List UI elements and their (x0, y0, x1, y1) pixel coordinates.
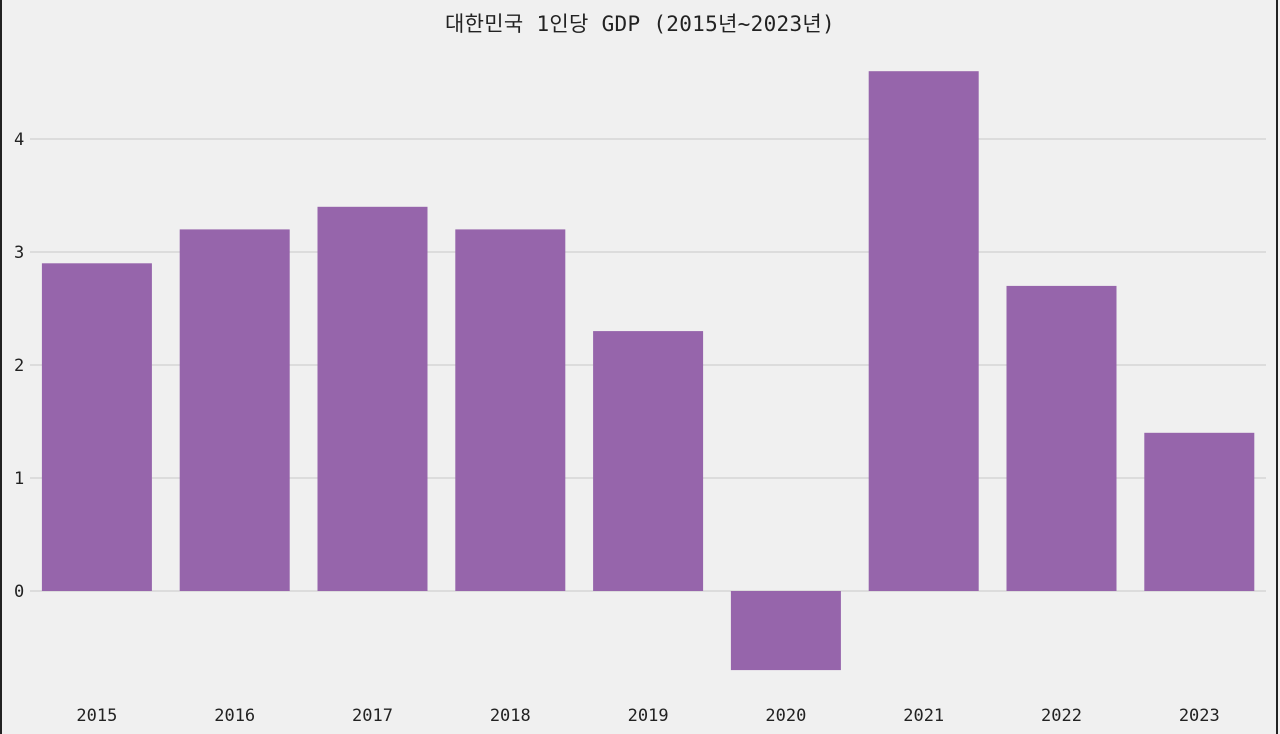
y-tick-label: 4 (14, 130, 24, 150)
y-tick-label: 0 (14, 582, 24, 602)
bar-2018 (455, 229, 566, 591)
y-axis-ticks: 0 1 2 3 4 (14, 130, 24, 602)
bar-2016 (179, 229, 290, 591)
y-tick-label: 2 (14, 356, 24, 376)
bar-2021 (868, 71, 979, 591)
x-tick-label: 2019 (628, 706, 669, 726)
bars (41, 71, 1255, 671)
bar-2023 (1144, 432, 1255, 591)
x-tick-label: 2018 (490, 706, 531, 726)
x-axis-ticks: 2015 2016 2017 2018 2019 2020 2021 2022 2023 (76, 706, 1219, 726)
bar-2022 (1006, 285, 1117, 591)
bar-2017 (317, 206, 428, 592)
x-tick-label: 2015 (76, 706, 117, 726)
bar-2015 (41, 263, 152, 591)
x-tick-label: 2022 (1041, 706, 1082, 726)
x-tick-label: 2017 (352, 706, 393, 726)
chart-title: 대한민국 1인당 GDP (2015년~2023년) (445, 12, 835, 36)
x-tick-label: 2021 (903, 706, 944, 726)
bar-2019 (593, 331, 704, 591)
y-tick-label: 1 (14, 469, 24, 489)
x-tick-label: 2023 (1179, 706, 1220, 726)
bar-2020 (730, 591, 841, 671)
x-tick-label: 2020 (765, 706, 806, 726)
x-tick-label: 2016 (214, 706, 255, 726)
y-tick-label: 3 (14, 243, 24, 263)
